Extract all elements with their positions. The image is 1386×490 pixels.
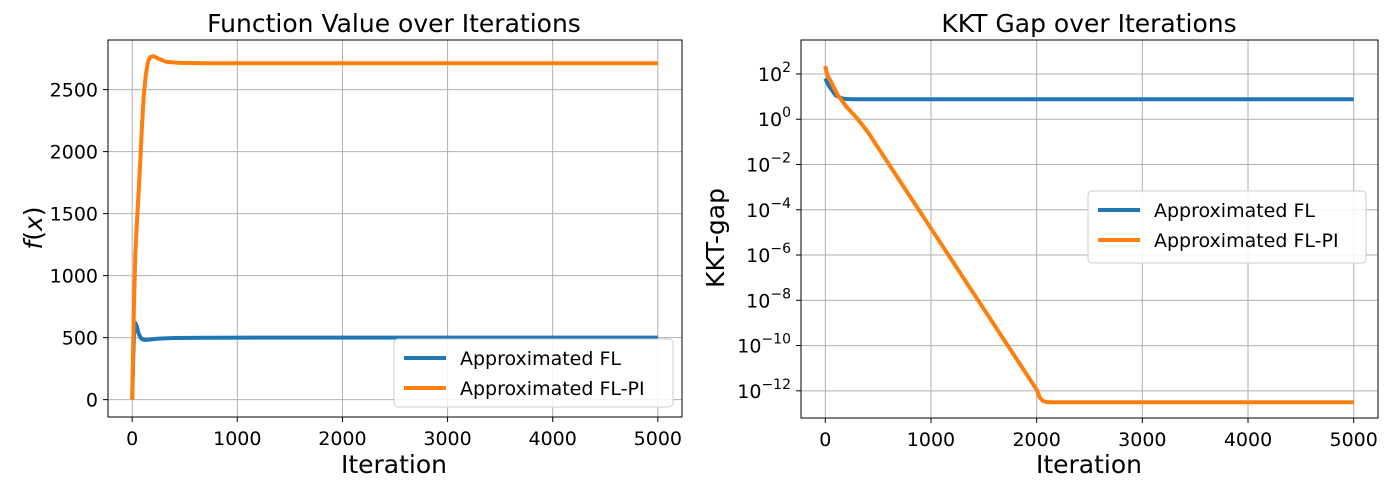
y-axis-label: f(x) (19, 206, 48, 249)
series-line (823, 77, 1354, 102)
y-tick-label: 10−8 (746, 286, 791, 312)
legend-label: Approximated FL (1154, 200, 1315, 222)
x-axis-label: Iteration (341, 450, 447, 479)
kkt-gap-chart: KKT Gap over Iterations 0 1000 2000 3000 400… (701, 9, 1379, 479)
legend-label: Approximated FL-PI (460, 378, 645, 400)
x-tick-label: 0 (126, 428, 138, 450)
x-tick-label: 1000 (213, 428, 261, 450)
legend: Approximated FL Approximated FL-PI (393, 338, 674, 408)
legend-box (1087, 190, 1367, 264)
grid (108, 40, 682, 417)
x-axis-ticks: 0 1000 2000 3000 4000 5000 (819, 418, 1378, 451)
legend-label: Approximated FL (460, 348, 621, 370)
series-line (130, 54, 658, 400)
x-tick-label: 2000 (318, 428, 366, 450)
x-axis-label: Iteration (1036, 450, 1142, 479)
y-tick-label: 102 (758, 60, 791, 86)
y-axis-ticks: 0 500 1000 1500 2000 2500 (50, 80, 108, 412)
series-line (823, 65, 1354, 405)
legend-box (393, 338, 674, 408)
plot-frame (107, 39, 683, 418)
x-tick-label: 4000 (529, 428, 577, 450)
x-tick-label: 5000 (634, 428, 682, 450)
series-lines (130, 54, 658, 400)
plot-frame (800, 39, 1379, 419)
y-tick-label: 1500 (50, 204, 98, 226)
y-tick-label: 10−4 (746, 196, 791, 222)
x-tick-label: 3000 (423, 428, 471, 450)
legend: Approximated FL Approximated FL-PI (1087, 190, 1367, 264)
y-axis-ticks: 102 100 10−2 10−4 10−6 10−8 10−10 10−12 (737, 60, 801, 403)
y-tick-label: 100 (758, 105, 791, 131)
x-tick-label: 0 (819, 429, 831, 451)
y-tick-label: 10−10 (737, 332, 791, 358)
y-tick-label: 1000 (50, 266, 98, 288)
chart-title: KKT Gap over Iterations (941, 9, 1236, 38)
y-tick-label: 500 (62, 328, 98, 350)
x-tick-label: 5000 (1330, 429, 1378, 451)
y-tick-label: 2500 (50, 80, 98, 102)
y-axis-label: KKT-gap (701, 188, 730, 288)
y-tick-label: 10−2 (746, 150, 791, 176)
x-tick-label: 3000 (1118, 429, 1166, 451)
y-tick-label: 2000 (50, 142, 98, 164)
x-axis-ticks: 0 1000 2000 3000 4000 5000 (126, 417, 682, 450)
chart-title: Function Value over Iterations (207, 9, 581, 38)
y-tick-label: 10−12 (737, 377, 791, 403)
function-value-chart: Function Value over Iterations 0 1000 2000… (19, 9, 683, 479)
y-tick-label: 10−6 (746, 241, 791, 267)
y-axis-label-arg: x (19, 216, 48, 232)
y-tick-label: 0 (86, 390, 98, 412)
x-tick-label: 2000 (1012, 429, 1060, 451)
x-tick-label: 4000 (1224, 429, 1272, 451)
legend-label: Approximated FL-PI (1154, 230, 1339, 252)
x-tick-label: 1000 (907, 429, 955, 451)
series-lines (823, 65, 1354, 405)
